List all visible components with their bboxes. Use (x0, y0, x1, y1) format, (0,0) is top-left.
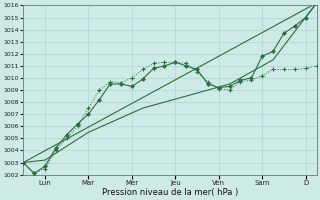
X-axis label: Pression niveau de la mer( hPa ): Pression niveau de la mer( hPa ) (102, 188, 238, 197)
